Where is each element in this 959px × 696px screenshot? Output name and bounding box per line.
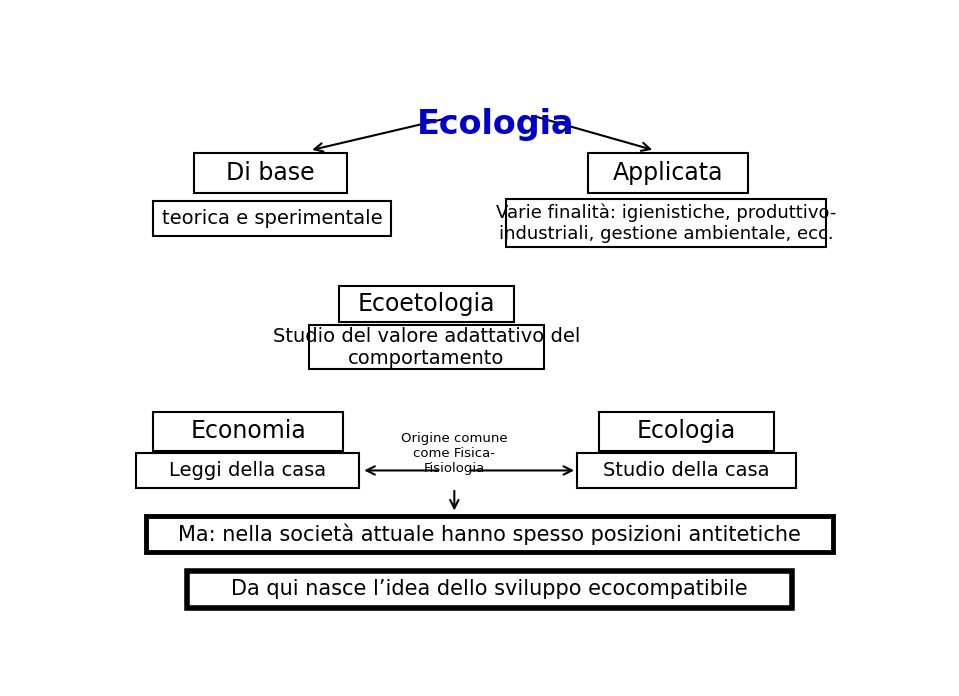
Text: Applicata: Applicata (613, 161, 723, 185)
Text: Ecologia: Ecologia (637, 419, 737, 443)
Text: Leggi della casa: Leggi della casa (169, 461, 326, 480)
FancyBboxPatch shape (187, 571, 792, 608)
Text: Studio della casa: Studio della casa (603, 461, 770, 480)
FancyBboxPatch shape (577, 453, 796, 488)
FancyBboxPatch shape (153, 412, 343, 450)
FancyBboxPatch shape (588, 153, 748, 193)
FancyBboxPatch shape (339, 286, 514, 322)
Text: Ma: nella società attuale hanno spesso posizioni antitetiche: Ma: nella società attuale hanno spesso p… (178, 523, 801, 545)
FancyBboxPatch shape (506, 199, 826, 247)
FancyBboxPatch shape (310, 325, 544, 369)
FancyBboxPatch shape (599, 412, 774, 450)
Text: teorica e sperimentale: teorica e sperimentale (162, 209, 383, 228)
FancyBboxPatch shape (153, 201, 391, 236)
Text: Origine comune
come Fisica-
Fisiologia: Origine comune come Fisica- Fisiologia (401, 432, 507, 475)
Text: Studio del valore adattativo del
comportamento: Studio del valore adattativo del comport… (272, 326, 580, 367)
FancyBboxPatch shape (146, 516, 833, 553)
Text: Ecologia: Ecologia (416, 108, 573, 141)
Text: Ecoetologia: Ecoetologia (358, 292, 495, 316)
Text: Di base: Di base (226, 161, 315, 185)
Text: Economia: Economia (190, 419, 306, 443)
Text: Da qui nasce l’idea dello sviluppo ecocompatibile: Da qui nasce l’idea dello sviluppo ecoco… (231, 580, 748, 599)
Text: Varie finalità: igienistiche, produttivo-
industriali, gestione ambientale, ecc.: Varie finalità: igienistiche, produttivo… (496, 203, 836, 242)
FancyBboxPatch shape (194, 153, 346, 193)
FancyBboxPatch shape (136, 453, 360, 488)
